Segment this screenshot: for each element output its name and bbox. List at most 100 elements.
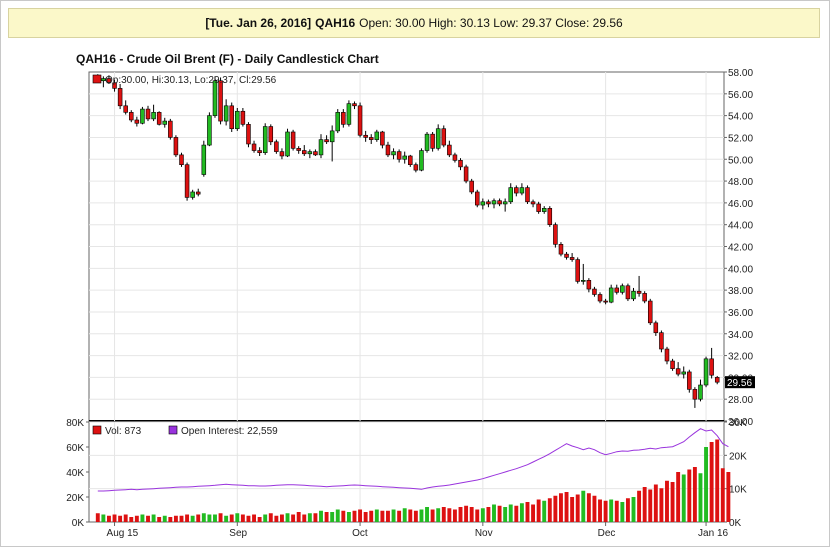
candle-body [586,280,592,290]
volume-bar [224,515,229,522]
candle-body [341,112,346,125]
candle-body [156,112,162,125]
candle-body [536,203,541,212]
volume-bar [185,514,190,522]
candle-body [313,151,318,156]
volume-bar [692,467,697,522]
volume-bar [335,509,340,522]
candle-body [402,155,407,160]
date-tick-label: Oct [352,528,368,539]
candle-body [368,137,374,140]
volume-bar [118,515,123,522]
volume-bar [687,469,692,522]
volume-bar [313,513,318,522]
volume-bar [112,514,117,522]
volume-bar [134,515,139,522]
volume-bar [346,512,351,522]
candle-body [502,201,508,205]
candle-body [709,358,714,376]
volume-bar [676,472,681,522]
candle-body [581,280,586,282]
candle-body [274,141,279,152]
candle-body [184,164,190,198]
volume-bar [637,490,642,522]
date-tick-label: Nov [475,528,493,539]
candle-body [714,377,720,383]
price-tick-label: 56.00 [728,90,753,101]
candle-body [603,300,608,303]
candle-body [195,191,201,195]
volume-bar [268,513,273,522]
price-legend-text: Op:30.00, Hi:30.13, Lo:29.37, Cl:29.56 [105,75,277,86]
volume-bar [464,505,469,522]
candle-body [246,124,251,145]
volume-bar [598,499,602,522]
candle-body [235,110,240,130]
candle-body [262,126,268,154]
candle-body [525,187,530,203]
candle-body [597,294,603,302]
price-tick-label: 52.00 [728,133,753,144]
volume-bar [715,439,720,522]
volume-bar [413,510,418,522]
volume-bar [492,504,496,522]
volume-bar [274,515,279,522]
candle-body [302,150,307,155]
price-tick-label: 34.00 [728,330,753,341]
volume-bar [614,500,619,522]
volume-tick-label: 0K [72,518,85,529]
volume-bar [553,495,558,522]
candle-body [475,191,480,206]
volume-bar [648,489,653,522]
candle-body [112,82,117,89]
volume-bar [257,517,262,522]
candle-body [290,131,296,149]
chart-title: QAH16 - Crude Oil Brent (F) - Daily Cand… [76,52,379,66]
volume-bar [240,514,245,522]
volume-bar [358,509,363,522]
candle-body [346,103,352,125]
candle-body [173,137,179,156]
volume-bar [162,515,167,522]
volume-bar [508,504,513,522]
candle-body [698,384,703,400]
candle-body [447,144,452,156]
volume-bar [352,510,357,522]
volume-bar [564,492,569,522]
volume-bar [603,500,608,522]
quote-date: [Tue. Jan 26, 2016] [205,16,312,30]
volume-tick-label: 40K [66,468,84,479]
volume-bar [436,508,441,522]
candle-body [631,290,636,300]
candle-body [162,120,168,125]
candle-body [419,150,424,171]
candle-body [318,139,324,156]
volume-bar [319,510,323,522]
candle-body [363,134,368,138]
candle-body [558,244,564,255]
date-tick-label: Sep [229,528,247,539]
quote-info-bar: [Tue. Jan 26, 2016] QAH16 Open: 30.00 Hi… [8,8,820,38]
candle-body [642,293,647,302]
volume-bar [235,513,240,522]
volume-bar [704,447,709,522]
candle-body [279,151,285,157]
candle-body [575,259,580,282]
volume-bar [106,515,111,522]
price-tick-label: 26.00 [728,417,753,428]
volume-bar [402,508,407,522]
oi-tick-label: 10K [729,485,747,496]
volume-bar [168,517,173,522]
volume-bar [140,514,145,522]
candle-body [140,108,145,124]
candle-body [681,371,686,375]
volume-bar [720,468,725,522]
volume-bar [642,487,647,522]
volume-bar [480,508,485,522]
volume-bar [441,507,446,522]
volume-bar [631,497,636,522]
volume-bar [625,498,630,522]
volume-bar [279,514,284,522]
candle-body [614,287,620,293]
